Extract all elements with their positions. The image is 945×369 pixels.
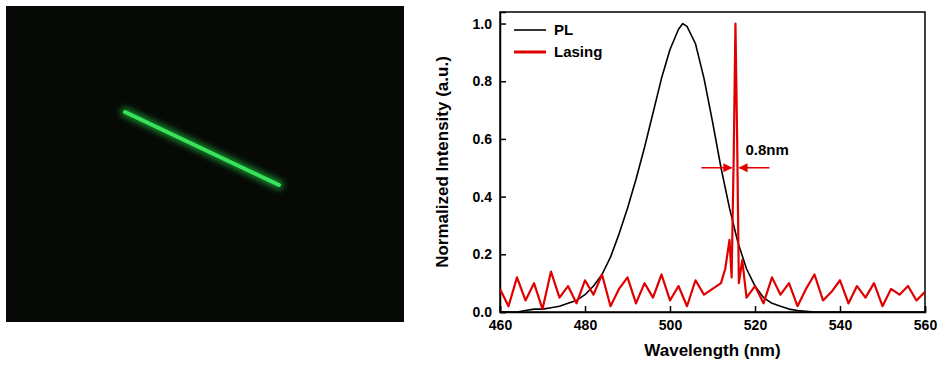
x-tick-label: 500 bbox=[659, 317, 683, 333]
y-tick: 0.2 bbox=[473, 246, 506, 262]
legend-swatch bbox=[514, 51, 546, 54]
y-tick-label: 0.6 bbox=[473, 131, 493, 147]
legend-label: Lasing bbox=[554, 43, 602, 60]
annotation: 0.8nm bbox=[701, 140, 791, 168]
plot-frame bbox=[500, 12, 925, 312]
x-tick-label: 540 bbox=[829, 317, 853, 333]
y-tick-label: 0.8 bbox=[473, 73, 493, 89]
annotation-background bbox=[743, 140, 791, 158]
x-tick-mark bbox=[755, 306, 757, 312]
y-tick: 0.8 bbox=[473, 73, 506, 89]
x-tick: 540 bbox=[829, 306, 853, 333]
x-tick-mark bbox=[925, 306, 927, 312]
x-tick-mark bbox=[585, 306, 587, 312]
page: 460 480 500 520 540 560 0.0 0.2 0.4 0.6 0.8 1.0 Wave… bbox=[0, 0, 945, 369]
legend: PL Lasing bbox=[514, 21, 602, 60]
x-axis-title: Wavelength (nm) bbox=[644, 341, 780, 360]
y-tick: 1.0 bbox=[473, 16, 506, 32]
x-tick: 480 bbox=[574, 306, 598, 333]
x-tick-label: 560 bbox=[914, 317, 938, 333]
x-tick-label: 480 bbox=[574, 317, 598, 333]
y-tick-mark bbox=[500, 81, 506, 83]
rod-glow bbox=[125, 112, 279, 185]
legend-label: PL bbox=[554, 21, 573, 38]
y-tick-label: 1.0 bbox=[473, 16, 493, 32]
y-tick-mark bbox=[500, 196, 506, 198]
rod bbox=[125, 112, 279, 185]
y-tick-label: 0.2 bbox=[473, 246, 493, 262]
y-tick-mark bbox=[500, 254, 506, 256]
y-tick: 0.4 bbox=[473, 189, 506, 205]
y-axis-title: Normalized Intensity (a.u.) bbox=[433, 56, 452, 268]
series-line bbox=[500, 24, 925, 312]
photo-background bbox=[6, 6, 404, 322]
legend-swatch bbox=[514, 29, 546, 31]
y-tick-mark bbox=[500, 139, 506, 141]
y-tick-mark bbox=[500, 23, 506, 25]
y-tick: 0.6 bbox=[473, 131, 506, 147]
y-axis: 0.0 0.2 0.4 0.6 0.8 1.0 bbox=[473, 13, 506, 320]
y-tick-label: 0.0 bbox=[473, 304, 493, 320]
x-tick-label: 460 bbox=[489, 317, 513, 333]
x-tick-mark bbox=[840, 306, 842, 312]
y-tick-label: 0.4 bbox=[473, 189, 493, 205]
y-axis-line bbox=[501, 13, 507, 313]
chart: 460 480 500 520 540 560 0.0 0.2 0.4 0.6 0.8 1.0 Wave… bbox=[433, 12, 937, 360]
x-tick: 500 bbox=[659, 306, 683, 333]
x-tick-label: 520 bbox=[744, 317, 768, 333]
x-axis: 460 480 500 520 540 560 bbox=[489, 306, 938, 333]
photo bbox=[6, 6, 404, 322]
lines bbox=[500, 24, 925, 312]
x-tick: 520 bbox=[744, 306, 768, 333]
annotation-arrow bbox=[739, 167, 769, 169]
series-line bbox=[500, 24, 925, 310]
annotation-text: 0.8nm bbox=[745, 141, 788, 158]
x-tick: 560 bbox=[914, 306, 938, 333]
annotation-arrow bbox=[701, 167, 731, 169]
x-tick-mark bbox=[670, 306, 672, 312]
